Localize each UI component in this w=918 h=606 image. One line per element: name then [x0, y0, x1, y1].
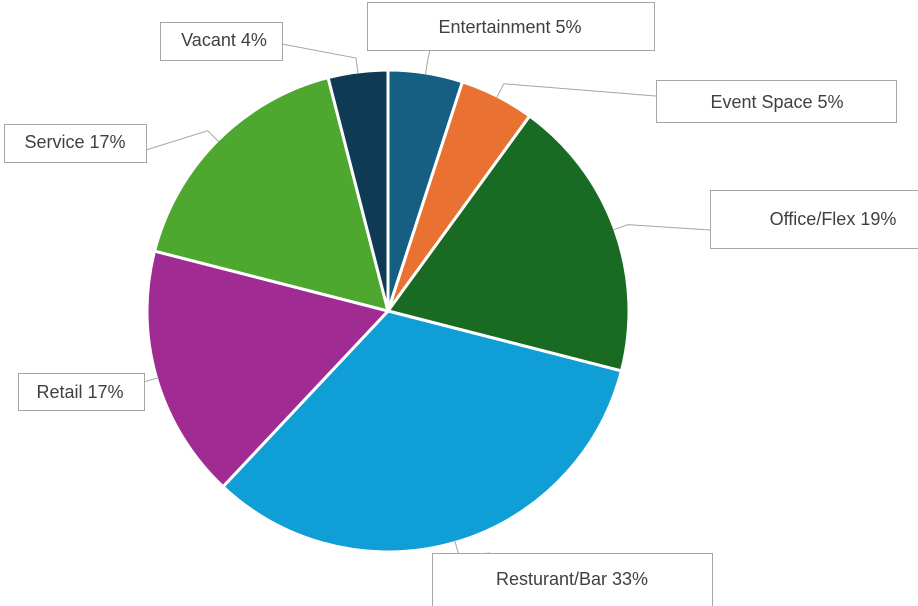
label-box — [160, 22, 283, 61]
category-label: Resturant/Bar — [496, 569, 607, 589]
leader-line — [145, 130, 220, 151]
leader-line — [424, 49, 431, 76]
data-label: Event Space 5% — [710, 92, 843, 112]
label-box — [367, 2, 655, 51]
category-label: Office/Flex — [770, 209, 856, 229]
data-label: Vacant 4% — [181, 30, 267, 50]
leader-line — [496, 83, 657, 99]
category-label: Service — [24, 132, 84, 152]
label-box — [4, 124, 147, 163]
category-label: Retail — [36, 382, 82, 402]
data-label: Resturant/Bar 33% — [496, 569, 648, 589]
value-label: 4% — [241, 30, 267, 50]
data-label: Service 17% — [24, 132, 125, 152]
data-label: Entertainment 5% — [438, 17, 581, 37]
label-box — [710, 190, 918, 249]
data-label: Office/Flex 19% — [770, 209, 897, 229]
label-box — [18, 373, 145, 411]
value-label: 5% — [556, 17, 582, 37]
value-label: 19% — [860, 209, 896, 229]
value-label: 17% — [90, 132, 126, 152]
leader-line — [612, 224, 711, 231]
leader-line — [281, 43, 359, 74]
label-box — [656, 80, 897, 123]
label-box — [432, 553, 713, 606]
category-label: Entertainment — [438, 17, 550, 37]
value-label: 33% — [612, 569, 648, 589]
data-label: Retail 17% — [36, 382, 123, 402]
category-label: Vacant — [181, 30, 236, 50]
category-label: Event Space — [710, 92, 812, 112]
value-label: 5% — [818, 92, 844, 112]
value-label: 17% — [88, 382, 124, 402]
